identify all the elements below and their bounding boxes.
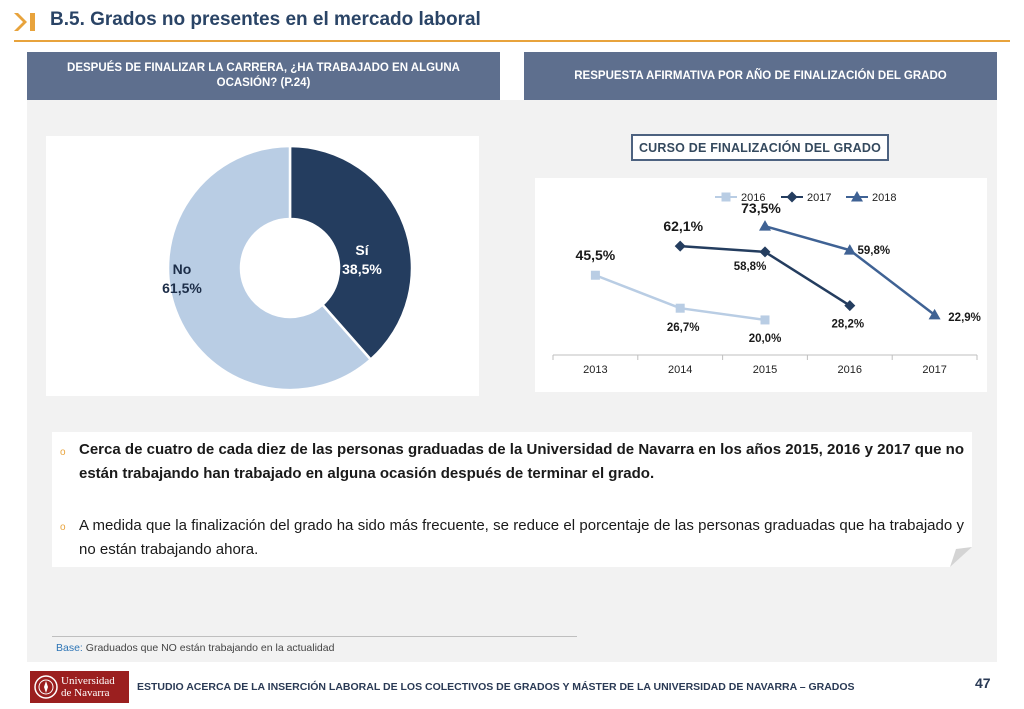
header-divider <box>14 40 1010 42</box>
logo-text: Universidad de Navarra <box>61 675 115 699</box>
data-point-2016-2013 <box>590 270 600 280</box>
logo-line-1: Universidad <box>61 675 115 687</box>
data-label-2018-2017: 22,9% <box>948 312 981 324</box>
data-label-2016-2015: 20,0% <box>749 333 782 345</box>
line-chart: 2013 2014 2015 2016 2017 45,5% 26,7% 20,0% 62,1%… <box>552 191 981 376</box>
data-point-2016-2014 <box>675 303 685 313</box>
legend-marker-2016 <box>721 192 731 202</box>
logo-line-2: de Navarra <box>61 687 110 699</box>
data-point-2018-2017 <box>928 308 941 320</box>
legend-marker-2018 <box>851 191 863 202</box>
line-panel-header: RESPUESTA AFIRMATIVA POR AÑO DE FINALIZA… <box>524 52 997 100</box>
data-point-2018-2016 <box>843 244 856 255</box>
donut-label-no-name: No <box>173 261 192 277</box>
donut-chart: Sí 38,5% No 61,5% <box>162 144 414 392</box>
x-tick-label: 2017 <box>922 364 946 376</box>
data-point-2017-2016 <box>844 300 856 312</box>
summary-bullet-1: Cerca de cuatro de cada diez de las pers… <box>79 441 964 482</box>
section-arrow-icon <box>14 13 35 31</box>
data-point-2017-2014 <box>674 240 686 252</box>
donut-panel-header: DESPUÉS DE FINALIZAR LA CARRERA, ¿HA TRA… <box>27 52 500 100</box>
bullet-marker: o <box>60 447 66 458</box>
data-label-2017-2014: 62,1% <box>663 218 703 234</box>
donut-label-no-value: 61,5% <box>162 280 202 296</box>
data-label-2017-2016: 28,2% <box>831 319 864 331</box>
bullet-marker: o <box>60 522 66 533</box>
legend-label-2016: 2016 <box>741 192 765 204</box>
data-label-2016-2013: 45,5% <box>576 247 616 263</box>
legend-label-2018: 2018 <box>872 192 896 204</box>
page-title: B.5. Grados no presentes en el mercado l… <box>50 9 481 30</box>
data-label-2017-2015: 58,8% <box>734 261 767 273</box>
base-note: Base: Graduados que NO están trabajando … <box>56 642 334 654</box>
data-point-2017-2015 <box>759 246 771 258</box>
donut-chart-panel: Sí 38,5% No 61,5% <box>46 136 479 396</box>
x-tick-label: 2015 <box>753 364 777 376</box>
summary-box: o Cerca de cuatro de cada diez de las pe… <box>52 432 972 567</box>
course-label-box: CURSO DE FINALIZACIÓN DEL GRADO <box>631 134 889 161</box>
series-line-2016 <box>594 274 766 322</box>
legend-marker-2017 <box>786 191 798 203</box>
donut-slice-si <box>288 144 414 362</box>
base-description: Graduados que NO están trabajando en la … <box>82 642 335 654</box>
university-seal-icon <box>34 675 58 699</box>
data-label-2016-2014: 26,7% <box>667 322 700 334</box>
footer-study-title: ESTUDIO ACERCA DE LA INSERCIÓN LABORAL D… <box>137 681 855 693</box>
page-number: 47 <box>975 675 991 691</box>
x-tick-label: 2016 <box>838 364 862 376</box>
data-label-2018-2015: 73,5% <box>741 200 781 216</box>
data-label-2018-2016: 59,8% <box>857 245 890 257</box>
base-divider <box>52 636 577 637</box>
x-tick-label: 2014 <box>668 364 692 376</box>
donut-label-si-value: 38,5% <box>342 261 382 277</box>
line-chart-panel: 2013 2014 2015 2016 2017 45,5% 26,7% 20,0% 62,1%… <box>535 178 987 392</box>
donut-slice-no <box>166 144 373 392</box>
data-point-2016-2015 <box>760 315 770 325</box>
legend-label-2017: 2017 <box>807 192 831 204</box>
data-point-2018-2015 <box>759 220 771 231</box>
base-label: Base: <box>56 642 83 654</box>
x-tick-label: 2013 <box>583 364 607 376</box>
donut-label-si-name: Sí <box>355 242 369 258</box>
university-logo: Universidad de Navarra <box>30 671 129 703</box>
summary-bullet-2: A medida que la finalización del grado h… <box>79 517 964 558</box>
page-fold-icon <box>950 547 972 567</box>
